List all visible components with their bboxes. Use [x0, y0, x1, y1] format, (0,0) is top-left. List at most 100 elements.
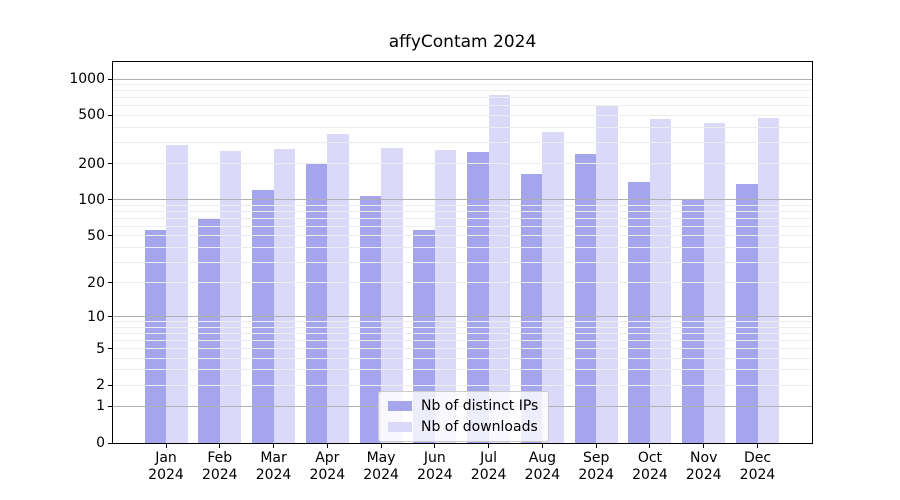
bar-distinct-ips-aug	[520, 174, 543, 443]
minor-gridline	[113, 348, 812, 350]
x-tick-month: Jul	[480, 450, 498, 466]
y-axis-tick-label: 10	[87, 308, 105, 325]
major-gridline	[113, 316, 812, 318]
minor-gridline	[113, 384, 812, 386]
bar-distinct-ips-may	[359, 195, 382, 443]
x-tick-mark	[380, 443, 382, 448]
x-axis-tick-label: Dec 2024	[726, 450, 790, 484]
y-tick-mark	[108, 442, 113, 444]
x-tick-year: 2024	[632, 467, 668, 483]
y-tick-mark	[108, 78, 113, 80]
minor-gridline	[113, 369, 812, 371]
x-axis-tick-label: Jun 2024	[403, 450, 467, 484]
y-tick-mark	[108, 384, 113, 386]
x-tick-month: Mar	[260, 450, 287, 466]
minor-gridline	[113, 357, 812, 359]
x-axis-tick-label: Feb 2024	[188, 450, 252, 484]
minor-gridline	[113, 204, 812, 206]
y-tick-mark	[108, 235, 113, 237]
minor-gridline	[113, 246, 812, 248]
x-tick-mark	[488, 443, 490, 448]
legend-item-downloads: Nb of downloads	[388, 419, 538, 435]
x-tick-month: Oct	[637, 450, 663, 466]
bar-distinct-ips-jan	[144, 230, 166, 443]
minor-gridline	[113, 339, 812, 341]
bar-downloads-jan	[166, 145, 188, 443]
x-tick-month: Jan	[155, 450, 177, 466]
plot-area: Nb of distinct IPs Nb of downloads 0 1 2 5 1…	[69, 61, 813, 483]
bar-downloads-mar	[273, 148, 296, 443]
bar-downloads-sep	[596, 104, 618, 443]
y-axis-tick-label: 0	[96, 435, 105, 451]
x-tick-mark	[273, 443, 275, 448]
x-axis-tick-label: Jul 2024	[457, 450, 521, 484]
minor-gridline	[113, 282, 812, 284]
minor-gridline	[113, 84, 812, 86]
bar-distinct-ips-sep	[574, 154, 597, 443]
legend-label-distinct-ips: Nb of distinct IPs	[421, 398, 539, 414]
x-axis-tick-label: Oct 2024	[618, 450, 682, 484]
x-tick-mark	[649, 443, 651, 448]
y-tick-mark	[108, 348, 113, 350]
x-tick-mark	[165, 443, 167, 448]
minor-gridline	[113, 90, 812, 92]
x-tick-mark	[434, 443, 436, 448]
y-axis-tick-label: 100	[78, 191, 105, 208]
y-axis-tick-label: 50	[87, 227, 105, 244]
x-tick-month: Apr	[315, 450, 340, 466]
x-tick-mark	[541, 443, 543, 448]
legend: Nb of distinct IPs Nb of downloads	[378, 391, 550, 442]
x-tick-year: 2024	[148, 467, 184, 483]
x-axis-tick-label: Aug 2024	[510, 450, 574, 484]
x-tick-year: 2024	[578, 467, 614, 483]
chart-title: affyContam 2024	[388, 32, 537, 52]
x-tick-mark	[219, 443, 221, 448]
bar-downloads-aug	[542, 132, 564, 443]
y-tick-mark	[108, 405, 113, 407]
y-tick-mark	[108, 199, 113, 201]
y-tick-mark	[108, 316, 113, 318]
x-tick-mark	[595, 443, 597, 448]
minor-gridline	[113, 326, 812, 328]
bar-downloads-jul	[488, 95, 511, 443]
x-axis-tick-label: Mar 2024	[242, 450, 306, 484]
bar-downloads-apr	[327, 134, 349, 443]
minor-gridline	[113, 332, 812, 334]
minor-gridline	[113, 217, 812, 219]
x-axis-tick-label: Sep 2024	[564, 450, 628, 484]
legend-item-distinct-ips: Nb of distinct IPs	[388, 398, 538, 414]
minor-gridline	[113, 321, 812, 323]
legend-label-downloads: Nb of downloads	[421, 419, 538, 435]
x-tick-year: 2024	[739, 467, 776, 483]
x-tick-year: 2024	[309, 467, 346, 483]
y-axis-tick-label: 1	[96, 398, 105, 415]
minor-gridline	[113, 114, 812, 116]
x-tick-year: 2024	[470, 467, 507, 483]
minor-gridline	[113, 126, 812, 128]
x-tick-month: Feb	[207, 450, 233, 466]
bar-downloads-nov	[703, 123, 726, 443]
bar-downloads-oct	[649, 118, 672, 443]
y-axis-tick-label: 1000	[69, 71, 105, 87]
x-tick-mark	[703, 443, 705, 448]
x-tick-year: 2024	[255, 467, 292, 483]
y-axis-tick-label: 500	[78, 107, 105, 124]
x-tick-mark	[326, 443, 328, 448]
x-tick-month: Aug	[528, 450, 557, 466]
major-gridline	[113, 199, 812, 201]
bar-distinct-ips-jun	[413, 230, 435, 443]
x-axis-tick-label: Apr 2024	[295, 450, 359, 484]
minor-gridline	[113, 261, 812, 263]
x-tick-year: 2024	[363, 467, 399, 483]
x-tick-year: 2024	[685, 467, 722, 483]
minor-gridline	[113, 225, 812, 227]
bar-downloads-dec	[757, 117, 779, 443]
minor-gridline	[113, 141, 812, 143]
bar-distinct-ips-apr	[305, 162, 328, 443]
x-axis-tick-label: May 2024	[349, 450, 413, 484]
x-tick-month: Nov	[690, 450, 718, 466]
major-gridline	[113, 78, 812, 80]
bar-downloads-may	[381, 147, 403, 443]
legend-swatch-distinct-ips	[388, 401, 412, 411]
y-axis-tick-label: 2	[96, 377, 105, 394]
